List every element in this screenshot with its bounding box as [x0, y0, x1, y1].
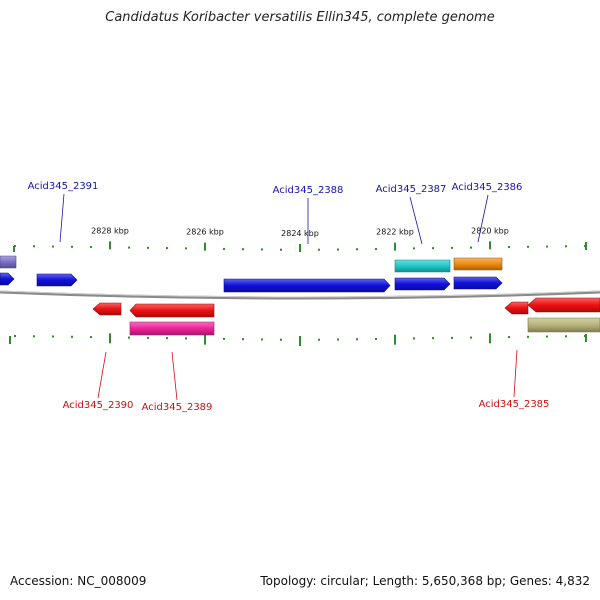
minor-tick-lower: [147, 336, 149, 339]
minor-tick-upper: [280, 248, 282, 251]
minor-tick-lower: [432, 337, 434, 340]
minor-tick-upper: [413, 247, 415, 250]
map-title: Candidatus Koribacter versatilis Ellin34…: [105, 10, 495, 25]
minor-tick-lower: [413, 337, 415, 340]
minor-tick-lower: [33, 335, 35, 338]
gene-label[interactable]: Acid345_2386: [452, 182, 523, 193]
gene-reverse[interactable]: [527, 317, 600, 333]
minor-tick-upper: [337, 248, 339, 251]
gene-forward[interactable]: [453, 276, 503, 290]
minor-tick-upper: [432, 247, 434, 250]
label-leader-line: [171, 351, 178, 401]
minor-tick-lower: [508, 336, 510, 339]
genome-summary-text: Topology: circular; Length: 5,650,368 bp…: [260, 574, 590, 588]
gene-label[interactable]: Acid345_2387: [376, 184, 447, 195]
gene-label[interactable]: Acid345_2389: [142, 402, 213, 413]
minor-tick-upper: [14, 244, 16, 247]
minor-tick-lower: [318, 338, 320, 341]
major-tick-marks: 2828 kbp 2826 kbp 2824 kbp 2822 kbp 2820 kbp: [9, 226, 587, 346]
minor-tick-upper: [71, 245, 73, 248]
label-leader-line: [513, 349, 518, 398]
tick-label: 2828 kbp: [91, 226, 129, 235]
gene-labels: Acid345_2391 Acid345_2388 Acid345_2387 Acid…: [28, 181, 550, 413]
accession-text: Accession: NC_008009: [10, 574, 147, 588]
gene-forward[interactable]: [0, 272, 15, 286]
tick-label: 2824 kbp: [281, 229, 319, 238]
gene-reverse[interactable]: [129, 321, 215, 336]
gene-label[interactable]: Acid345_2391: [28, 181, 99, 192]
minor-tick-upper: [546, 245, 548, 248]
tick-label: 2822 kbp: [376, 228, 414, 237]
minor-tick-upper: [90, 246, 92, 249]
genome-backbone: [0, 290, 600, 300]
gene-label[interactable]: Acid345_2390: [63, 400, 134, 411]
gene-forward[interactable]: [394, 277, 451, 291]
tick-label: 2826 kbp: [186, 228, 224, 237]
minor-tick-upper: [223, 247, 225, 250]
minor-tick-lower: [185, 337, 187, 340]
gene-label[interactable]: Acid345_2385: [479, 399, 550, 410]
minor-tick-upper: [565, 245, 567, 248]
minor-tick-lower: [565, 335, 567, 338]
minor-tick-lower: [527, 335, 529, 338]
gene-label[interactable]: Acid345_2388: [273, 185, 344, 196]
minor-tick-upper: [52, 245, 54, 248]
minor-tick-lower: [375, 337, 377, 340]
label-leader-line: [59, 193, 65, 243]
minor-tick-lower: [242, 338, 244, 341]
minor-tick-lower: [337, 338, 339, 341]
minor-tick-lower: [470, 336, 472, 339]
minor-tick-upper: [375, 247, 377, 250]
minor-tick-lower: [90, 336, 92, 339]
minor-tick-lower: [223, 337, 225, 340]
label-leader-line: [97, 351, 107, 399]
label-leader-line: [409, 196, 423, 245]
minor-tick-upper: [451, 246, 453, 249]
minor-tick-lower: [356, 338, 358, 341]
minor-tick-upper: [242, 248, 244, 251]
minor-tick-lower: [280, 338, 282, 341]
minor-tick-lower: [52, 335, 54, 338]
minor-tick-upper: [508, 246, 510, 249]
tick-label: 2820 kbp: [471, 226, 509, 235]
gene-forward[interactable]: [223, 278, 391, 293]
minor-tick-upper: [147, 246, 149, 249]
gene-reverse[interactable]: [92, 302, 122, 316]
gene-forward[interactable]: [0, 255, 17, 269]
minor-tick-lower: [166, 337, 168, 340]
gene-forward[interactable]: [36, 273, 78, 287]
minor-tick-lower: [261, 338, 263, 341]
minor-tick-lower: [451, 336, 453, 339]
minor-tick-upper: [33, 245, 35, 248]
gene-reverse[interactable]: [504, 301, 529, 315]
gene-reverse[interactable]: [129, 303, 215, 318]
gene-reverse[interactable]: [527, 297, 600, 313]
minor-tick-lower: [14, 334, 16, 337]
label-leader-line: [477, 194, 489, 243]
minor-tick-upper: [527, 245, 529, 248]
minor-tick-upper: [128, 246, 130, 249]
gene-forward[interactable]: [394, 259, 451, 273]
minor-tick-upper: [356, 248, 358, 251]
minor-tick-lower: [71, 335, 73, 338]
minor-tick-upper: [261, 248, 263, 251]
minor-tick-upper: [318, 248, 320, 251]
minor-tick-lower: [546, 335, 548, 338]
minor-tick-upper: [185, 247, 187, 250]
gene-features: [0, 255, 600, 336]
gene-forward[interactable]: [453, 257, 503, 271]
minor-tick-upper: [470, 246, 472, 249]
genome-backbone-shine: [0, 290, 600, 298]
minor-tick-upper: [166, 247, 168, 250]
minor-tick-lower: [128, 336, 130, 339]
